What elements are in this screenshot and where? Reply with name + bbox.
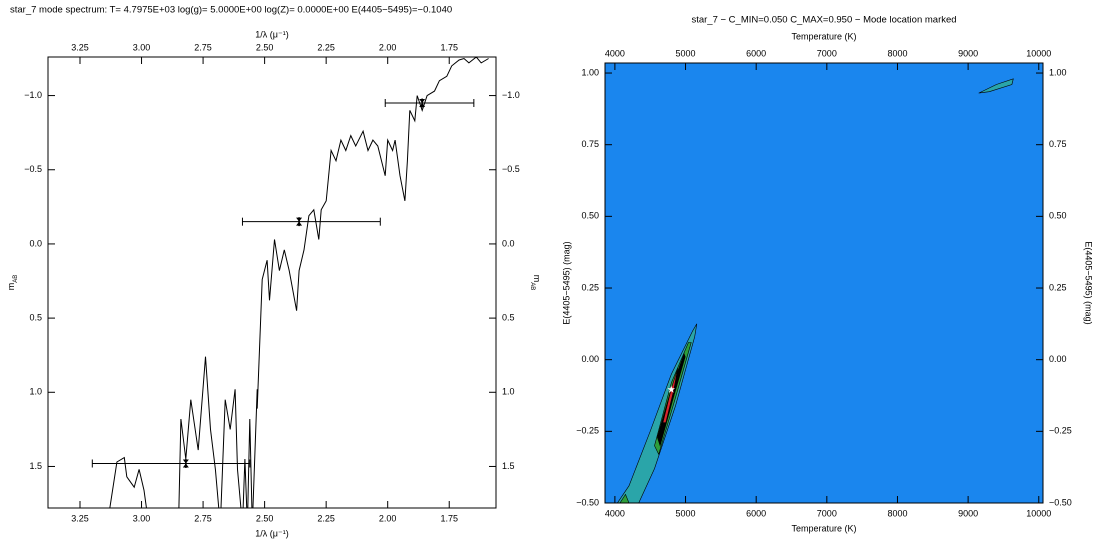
x-tick-label-top: 2.00 [379,42,397,52]
y-axis-title-main: m [6,283,16,291]
y-tick-label: 0.25 [581,282,599,292]
plot-frame [604,62,1044,504]
y-axis-title-right: mAB [529,275,541,291]
photometry-point [182,459,189,468]
x-tick-label: 2.50 [256,513,274,523]
y-tick-label-right: 0.50 [1049,211,1067,221]
y-axis-title: mAB [6,275,18,291]
y-tick-label-right: 1.0 [502,387,515,397]
y-tick-label: 0.50 [581,211,599,221]
x-tick-label: 3.25 [71,513,89,523]
x-tick-label: 2.25 [317,513,335,523]
x-tick-label-top: 3.25 [71,42,89,52]
y-tick-label: 0.00 [581,354,599,364]
x-tick-label-top: 10000 [1026,48,1051,58]
y-axis-title: E(4405−5495) (mag) [561,241,571,324]
x-axis-title: 1/λ (μ⁻¹) [255,528,288,538]
plot-area [91,57,489,508]
x-tick-label: 6000 [746,508,766,518]
y-axis-title-sub: AB [13,275,19,283]
chart: star_7 − C_MIN=0.050 C_MAX=0.950 − Mode … [561,15,1093,534]
y-axis-title-right: E(4405−5495) (mag) [1084,241,1094,324]
y-tick-label-right: 1.5 [502,461,515,471]
contour [978,78,1014,94]
y-tick-label: −0.50 [576,497,599,507]
x-tick-label-top: 8000 [887,48,907,58]
x-axis-title: Temperature (K) [791,523,856,533]
x-tick-label-top: 2.50 [256,42,274,52]
plot-frame [47,56,497,509]
y-tick-label: 1.5 [29,461,42,471]
mode-marker [667,385,675,393]
x-tick-label: 9000 [958,508,978,518]
y-tick-label-right: 0.00 [1049,354,1067,364]
y-tick-label-right: −1.0 [502,90,520,100]
y-axis-title-right-main: m [532,275,542,283]
x-tick-label: 10000 [1026,508,1051,518]
x-tick-label-top: 2.75 [194,42,212,52]
y-tick-label: −0.5 [24,164,42,174]
x-tick-label-top: 6000 [746,48,766,58]
x-tick-label: 7000 [817,508,837,518]
x-tick-label-top: 1.75 [440,42,458,52]
x-tick-label: 2.75 [194,513,212,523]
y-axis-title-right-sub: AB [529,282,535,290]
photometry-point [296,217,303,226]
x-tick-label-top: 9000 [958,48,978,58]
x-tick-label: 8000 [887,508,907,518]
chart-title: star_7 − C_MIN=0.050 C_MAX=0.950 − Mode … [691,15,956,26]
x-tick-label: 4000 [605,508,625,518]
x-tick-label: 2.00 [379,513,397,523]
x-tick-label-top: 3.00 [133,42,151,52]
x-tick-label-top: 2.25 [317,42,335,52]
x-axis-title-top: Temperature (K) [791,31,856,41]
y-tick-label: 0.5 [29,312,42,322]
contour [662,368,679,423]
y-tick-label-right: −0.50 [1049,497,1072,507]
y-tick-label: 1.00 [581,67,599,77]
x-axis-title-top: 1/λ (μ⁻¹) [255,29,288,39]
y-tick-label-right: −0.5 [502,164,520,174]
contour-background [605,63,1043,503]
y-tick-label-right: 0.75 [1049,139,1067,149]
y-tick-label-right: 0.5 [502,312,515,322]
y-tick-label-right: 1.00 [1049,67,1067,77]
x-tick-label-top: 5000 [676,48,696,58]
x-tick-label: 1.75 [440,513,458,523]
contour [616,323,698,503]
contour [619,493,630,503]
y-tick-label: 0.75 [581,139,599,149]
spectrum-line [109,57,489,508]
x-tick-label-top: 7000 [817,48,837,58]
x-tick-label: 3.00 [133,513,151,523]
y-tick-label-right: −0.25 [1049,426,1072,436]
x-tick-label: 5000 [676,508,696,518]
photometry-point [419,98,426,107]
x-tick-label-top: 4000 [605,48,625,58]
y-tick-label: 0.0 [29,238,42,248]
y-tick-label-right: 0.0 [502,238,515,248]
plot-area [605,63,1043,503]
y-tick-label: 1.0 [29,387,42,397]
chart: star_7 mode spectrum: T= 4.7975E+03 log(… [6,5,541,539]
y-tick-label: −0.25 [576,426,599,436]
y-tick-label-right: 0.25 [1049,282,1067,292]
chart-title: star_7 mode spectrum: T= 4.7975E+03 log(… [10,5,452,16]
y-tick-label: −1.0 [24,90,42,100]
